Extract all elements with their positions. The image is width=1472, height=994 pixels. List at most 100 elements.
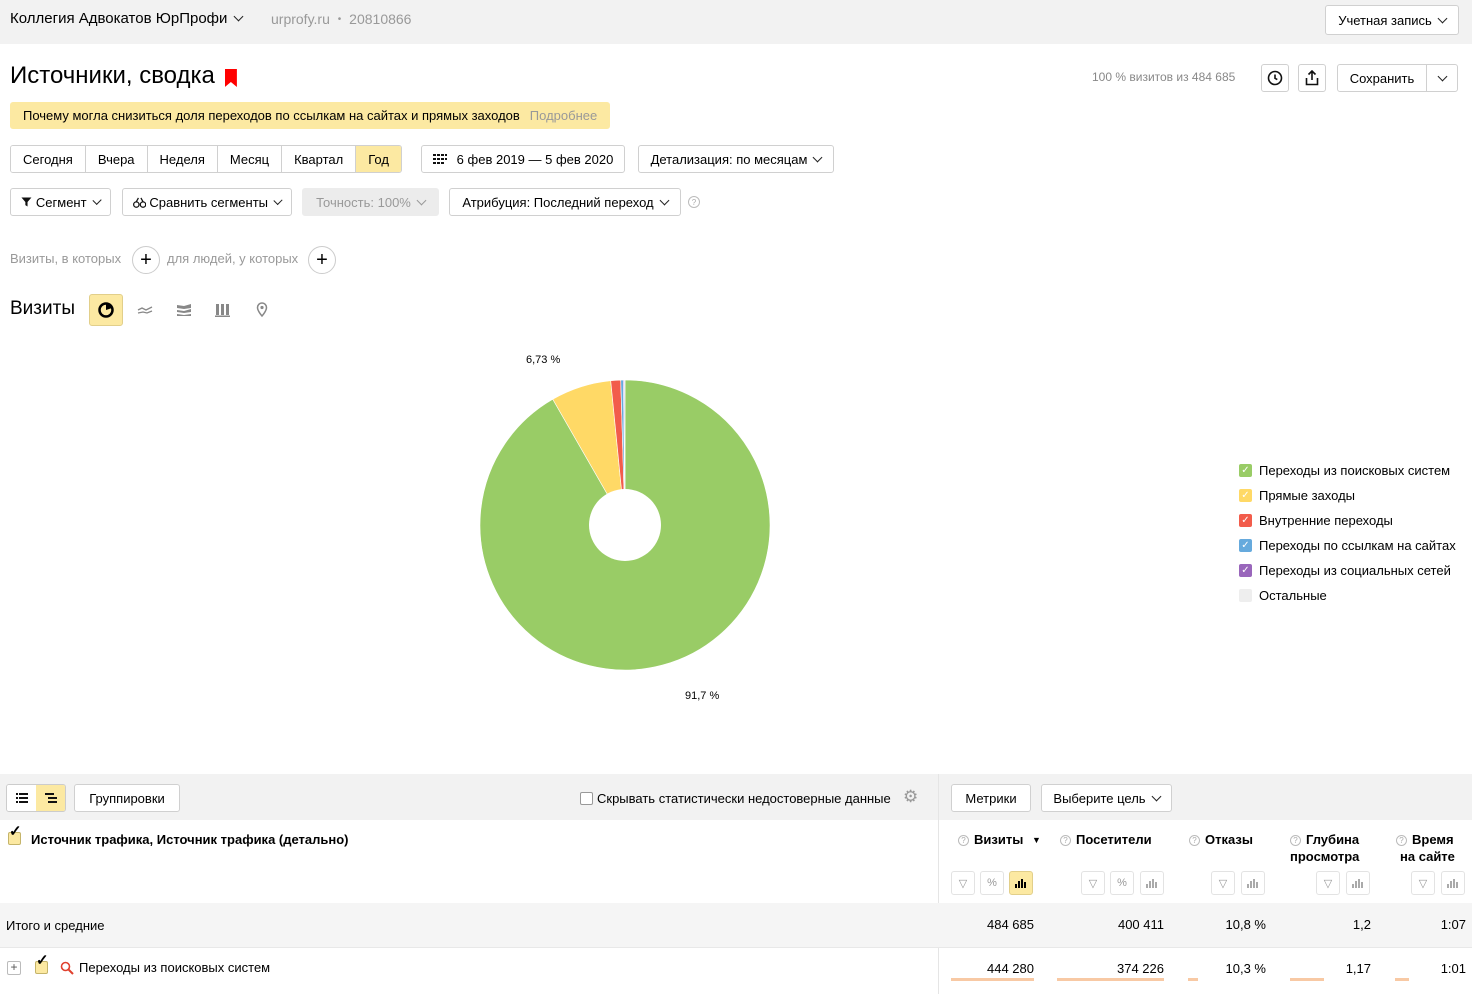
period-tab-month[interactable]: Месяц [217, 146, 283, 172]
period-tab-year[interactable]: Год [356, 146, 401, 172]
dimension-header[interactable]: Источник трафика, Источник трафика (дета… [31, 832, 349, 847]
legend-item-links[interactable]: ✓ Переходы по ссылкам на сайтах [1239, 533, 1456, 558]
period-tab-week[interactable]: Неделя [147, 146, 218, 172]
row-divider [0, 947, 1472, 948]
pie-label-search: 91,7 % [685, 690, 720, 702]
map-pin-glyph [256, 302, 268, 318]
legend-item-search[interactable]: ✓ Переходы из поисковых систем [1239, 458, 1456, 483]
period-tab-yesterday[interactable]: Вчера [85, 146, 148, 172]
list-glyph [15, 793, 28, 803]
dimension-checkbox[interactable] [8, 832, 21, 845]
col-time[interactable]: ? Время на сайте [1396, 831, 1455, 865]
filter-icon[interactable]: ▽ [951, 871, 975, 895]
filter-icon[interactable]: ▽ [1316, 871, 1340, 895]
visits-summary: 100 % визитов из 484 685 [1092, 70, 1236, 84]
pie-label-direct: 6,73 % [526, 354, 561, 366]
search-icon [60, 961, 74, 975]
tree-list-icon[interactable] [36, 785, 65, 811]
bar-chart-icon[interactable] [1009, 871, 1033, 895]
totals-depth: 1,2 [1352, 917, 1371, 932]
detail-dropdown[interactable]: Детализация: по месяцам [638, 145, 834, 173]
bars-glyph [1146, 879, 1157, 888]
meta-separator: • [337, 14, 342, 25]
row-checkbox[interactable] [35, 961, 48, 974]
legend-item-direct[interactable]: ✓ Прямые заходы [1239, 483, 1456, 508]
compare-segments-button[interactable]: Сравнить сегменты [122, 188, 292, 216]
col-bounce[interactable]: ? Отказы [1189, 831, 1253, 848]
percent-icon[interactable]: % [1110, 871, 1134, 895]
filter-icon[interactable]: ▽ [1211, 871, 1235, 895]
attribution-dropdown[interactable]: Атрибуция: Последний переход [449, 188, 681, 216]
bar-chart-icon[interactable] [206, 294, 240, 326]
pie-chart-icon[interactable] [89, 294, 123, 326]
filter-icon[interactable]: ▽ [1081, 871, 1105, 895]
bookmark-icon[interactable] [224, 69, 237, 87]
map-icon[interactable] [245, 294, 279, 326]
account-button[interactable]: Учетная запись [1325, 5, 1459, 35]
chevron-down-icon [659, 195, 670, 205]
metrics-button[interactable]: Метрики [951, 784, 1031, 812]
visitors-share-bar [1057, 978, 1164, 981]
help-icon[interactable]: ? [958, 835, 969, 846]
date-range-button[interactable]: 6 фев 2019 — 5 фев 2020 [421, 145, 625, 173]
segment-button[interactable]: Сегмент [10, 188, 111, 216]
compare-icon [133, 197, 147, 208]
checkmark-icon: ✓ [36, 952, 49, 969]
help-icon[interactable]: ? [1290, 835, 1301, 846]
period-tab-today[interactable]: Сегодня [11, 146, 86, 172]
sort-desc-icon: ▼ [1031, 835, 1041, 845]
bounce-share-bar [1188, 978, 1198, 981]
share-icon [1305, 70, 1319, 86]
flat-list-icon[interactable] [7, 785, 36, 811]
col-visitors[interactable]: ? Посетители [1060, 831, 1152, 848]
legend-item-social[interactable]: ✓ Переходы из социальных сетей [1239, 558, 1456, 583]
chevron-down-icon [1437, 71, 1447, 81]
history-button[interactable] [1261, 64, 1289, 92]
row-label[interactable]: Переходы из поисковых систем [79, 960, 271, 975]
visits-filter-label: Визиты, в которых [10, 251, 122, 266]
legend-label: Внутренние переходы [1259, 513, 1393, 528]
bar-chart-icon[interactable] [1441, 871, 1465, 895]
chevron-down-icon [1437, 13, 1448, 23]
bars-glyph [1015, 879, 1026, 888]
legend-item-other[interactable]: Остальные [1239, 583, 1456, 608]
accuracy-label: Точность: 100% [316, 194, 411, 210]
expand-row-button[interactable]: + [7, 961, 21, 975]
pie-chart-glyph [98, 302, 114, 318]
col-depth-label-2: просмотра [1290, 849, 1360, 864]
bar-chart-icon[interactable] [1241, 871, 1265, 895]
gear-icon[interactable]: ⚙ [903, 787, 919, 806]
help-icon[interactable]: ? [1396, 835, 1407, 846]
bar-chart-icon[interactable] [1140, 871, 1164, 895]
legend-item-internal[interactable]: ✓ Внутренние переходы [1239, 508, 1456, 533]
hide-unreliable-checkbox[interactable] [580, 792, 593, 805]
add-people-condition-button[interactable]: + [308, 246, 336, 274]
choose-goal-dropdown[interactable]: Выберите цель [1041, 784, 1172, 812]
help-icon[interactable]: ? [1060, 835, 1071, 846]
percent-icon[interactable]: % [980, 871, 1004, 895]
help-icon[interactable]: ? [688, 196, 700, 208]
bar-chart-icon[interactable] [1346, 871, 1370, 895]
save-options-button[interactable] [1426, 64, 1458, 92]
bars-glyph [1447, 879, 1458, 888]
export-button[interactable] [1298, 64, 1326, 92]
line-chart-icon[interactable] [128, 294, 162, 326]
save-button[interactable]: Сохранить [1337, 64, 1427, 92]
totals-bounce: 10,8 % [1225, 917, 1266, 932]
accuracy-dropdown[interactable]: Точность: 100% [302, 188, 439, 216]
add-visit-condition-button[interactable]: + [132, 246, 160, 274]
col-visits[interactable]: ? Визиты ▼ [958, 831, 1041, 849]
col-depth[interactable]: ? Глубина просмотра [1290, 831, 1359, 865]
legend-label: Переходы из поисковых систем [1259, 463, 1451, 478]
help-icon[interactable]: ? [1189, 835, 1200, 846]
period-tab-quarter[interactable]: Квартал [282, 146, 357, 172]
area-chart-icon[interactable] [167, 294, 201, 326]
site-selector[interactable]: Коллегия Адвокатов ЮрПрофи [10, 10, 244, 27]
row-bounce: 10,3 % [1225, 961, 1266, 976]
filter-icon[interactable]: ▽ [1411, 871, 1435, 895]
hide-unreliable-label[interactable]: Скрывать статистически недостоверные дан… [597, 791, 891, 806]
notice-more-link[interactable]: Подробнее [529, 108, 598, 123]
period-selector: Сегодня Вчера Неделя Месяц Квартал Год [10, 145, 402, 173]
groupings-button[interactable]: Группировки [74, 784, 180, 812]
depth-share-bar [1290, 978, 1324, 981]
